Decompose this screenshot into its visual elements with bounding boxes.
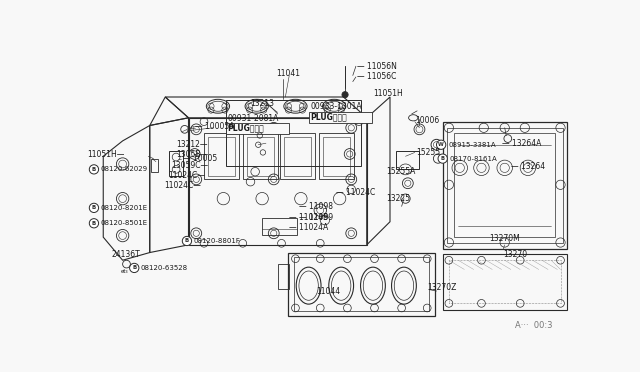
Text: — 11024A: — 11024A	[289, 224, 328, 232]
Text: 08170-8161A: 08170-8161A	[450, 155, 497, 161]
Circle shape	[90, 219, 99, 228]
Bar	[454, 133, 555, 237]
Text: — 11056C: — 11056C	[358, 73, 397, 81]
Bar	[443, 254, 566, 310]
Text: 08120-63528: 08120-63528	[140, 265, 188, 271]
Text: 13212—: 13212—	[177, 140, 208, 149]
Bar	[294, 257, 429, 311]
Text: 08120-8801F: 08120-8801F	[193, 238, 240, 244]
Bar	[262, 218, 297, 235]
Text: — 11099: — 11099	[298, 213, 333, 222]
Bar	[308, 112, 372, 123]
Text: — 11098: — 11098	[298, 202, 333, 211]
Bar	[288, 253, 435, 316]
Circle shape	[438, 154, 447, 163]
Bar	[278, 264, 289, 289]
Text: 13270M: 13270M	[489, 234, 520, 243]
Circle shape	[436, 140, 446, 150]
Bar	[226, 123, 289, 134]
Bar	[284, 137, 311, 176]
Text: 13270: 13270	[503, 250, 527, 259]
Text: 11041: 11041	[276, 70, 300, 78]
Bar	[323, 137, 349, 176]
Bar	[151, 158, 157, 173]
Text: et₃: et₃	[120, 269, 128, 274]
Text: 13213: 13213	[250, 99, 275, 108]
Text: PLUGプラグ: PLUGプラグ	[310, 112, 347, 122]
Text: 08120-8501E: 08120-8501E	[100, 220, 147, 226]
Bar	[280, 133, 315, 179]
Text: 13225: 13225	[386, 194, 410, 203]
Text: 11024C—: 11024C—	[164, 181, 201, 190]
Text: — 10005A: — 10005A	[195, 122, 235, 131]
Circle shape	[129, 263, 139, 273]
Circle shape	[90, 165, 99, 174]
Bar	[449, 260, 561, 303]
Text: W: W	[438, 142, 444, 147]
Text: B: B	[92, 221, 96, 226]
Text: B: B	[441, 156, 445, 161]
Text: B: B	[92, 167, 96, 172]
Text: B: B	[185, 238, 189, 244]
Bar	[204, 133, 239, 179]
Circle shape	[431, 140, 442, 150]
Text: 11024C—: 11024C—	[169, 171, 205, 180]
Text: — 11024C: — 11024C	[336, 188, 375, 197]
Text: 11044: 11044	[316, 286, 340, 295]
Text: PLUGプラグ: PLUGプラグ	[227, 123, 264, 132]
Text: — 13264A: — 13264A	[502, 139, 541, 148]
Text: 24136T: 24136T	[111, 250, 140, 259]
Bar	[396, 151, 419, 169]
Text: A···  00:3: A··· 00:3	[515, 321, 553, 330]
Text: 11051H: 11051H	[373, 89, 403, 99]
Text: — 13264: — 13264	[511, 162, 545, 171]
Bar	[226, 100, 362, 166]
Bar	[169, 151, 183, 176]
Text: 08120-8201E: 08120-8201E	[100, 205, 147, 211]
Bar	[443, 122, 566, 249]
Text: — 11056N: — 11056N	[358, 62, 397, 71]
Circle shape	[182, 236, 191, 246]
Text: — 11024B: — 11024B	[289, 213, 328, 222]
Text: 13270Z: 13270Z	[428, 283, 456, 292]
Text: 08120-62029: 08120-62029	[100, 166, 147, 172]
Text: 15255: 15255	[417, 148, 440, 157]
Bar	[208, 137, 235, 176]
Text: 13059C—: 13059C—	[171, 161, 208, 170]
Text: — 10005: — 10005	[183, 154, 218, 163]
Circle shape	[90, 203, 99, 212]
Text: B: B	[92, 205, 96, 211]
Text: 11051H—: 11051H—	[88, 150, 125, 159]
Text: B: B	[132, 266, 136, 270]
Bar	[319, 133, 353, 179]
Circle shape	[342, 92, 348, 98]
Text: 00933-1301A: 00933-1301A	[310, 102, 362, 111]
Bar	[243, 133, 278, 179]
Text: 15255A: 15255A	[386, 167, 415, 176]
Text: 1305B—: 1305B—	[176, 150, 208, 159]
Bar	[246, 137, 274, 176]
Text: 08915-3381A: 08915-3381A	[448, 142, 496, 148]
Text: 00931-2081A: 00931-2081A	[227, 114, 278, 123]
Text: 10006: 10006	[415, 116, 439, 125]
Bar	[447, 128, 563, 243]
